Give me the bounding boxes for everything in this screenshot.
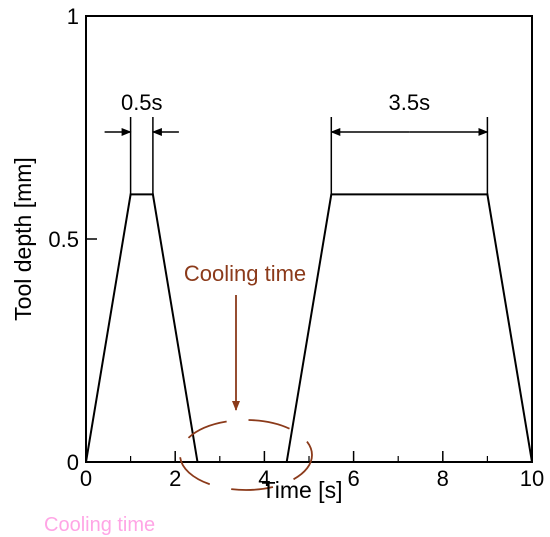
dim-label-3.5s: 3.5s xyxy=(389,90,431,115)
series-layer xyxy=(85,193,533,463)
series-line-2 xyxy=(285,193,533,463)
annotation-layer: 0.5s 3.5s Cooling time xyxy=(104,90,489,491)
y-tick-label: 0 xyxy=(67,450,79,475)
y-tick-label: 0.5 xyxy=(48,227,79,252)
dim-label-0.5s: 0.5s xyxy=(121,90,163,115)
x-tick-label: 6 xyxy=(347,466,359,491)
plot-frame xyxy=(85,15,533,463)
series-line-1 xyxy=(85,193,199,463)
x-tick-label: 8 xyxy=(437,466,449,491)
y-tick-label: 1 xyxy=(67,4,79,29)
x-tick-label: 2 xyxy=(169,466,181,491)
y-axis-ticks: 00.51 xyxy=(48,4,97,475)
x-tick-label: 0 xyxy=(80,466,92,491)
y-axis-title: Tool depth [mm] xyxy=(10,157,36,321)
x-axis-title: Time [s] xyxy=(262,477,343,503)
cooling-time-dashed-ellipse xyxy=(179,419,313,491)
cooling-time-label: Cooling time xyxy=(184,261,306,286)
ghost-cooling-label: Cooling time xyxy=(44,514,156,536)
x-tick-label: 10 xyxy=(520,466,544,491)
x-tick-label: 4 xyxy=(258,466,270,491)
